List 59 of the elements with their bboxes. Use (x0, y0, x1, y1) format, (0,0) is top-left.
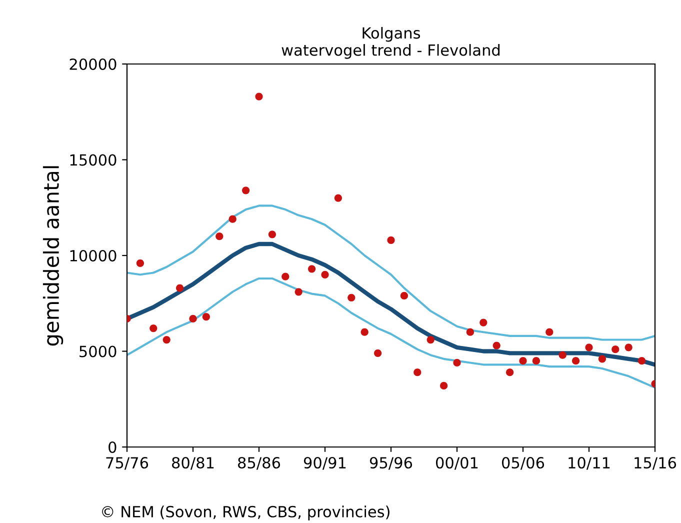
point (426, 336, 434, 344)
point (558, 351, 566, 359)
point (374, 349, 382, 357)
point (638, 357, 646, 365)
line-series (127, 277, 655, 389)
point (268, 230, 276, 238)
x-tick-label: 95/96 (370, 456, 412, 470)
point (492, 342, 500, 350)
point (242, 186, 250, 194)
x-tick-label: 05/06 (502, 456, 544, 470)
point (360, 328, 368, 336)
point (572, 357, 580, 365)
point (321, 270, 329, 278)
point (612, 346, 620, 354)
point (440, 382, 448, 390)
y-tick-label: 5000 (80, 346, 116, 358)
point (150, 324, 158, 332)
point (162, 336, 170, 344)
y-tick-label: 0 (108, 441, 116, 454)
point (334, 194, 342, 202)
point (598, 355, 606, 363)
point (136, 259, 144, 267)
y-tick-label: 10000 (70, 250, 116, 262)
line-series (127, 242, 655, 367)
chart-title: Kolgans watervogel trend - Flevoland (282, 26, 500, 59)
line-series (127, 204, 655, 341)
point (176, 284, 184, 292)
point (400, 292, 408, 300)
text: © NEM (Sovon, RWS, CBS, provincies) (102, 506, 390, 520)
point (308, 265, 316, 273)
x-tick-label: 90/91 (304, 456, 346, 470)
point (282, 272, 290, 280)
point (387, 236, 395, 244)
x-tick-label: 10/11 (568, 456, 610, 470)
point (519, 357, 527, 365)
point (546, 328, 554, 336)
y-tick-label: 20000 (70, 58, 116, 70)
y-axis-title: gemiddeld aantal (42, 166, 64, 346)
point (255, 92, 263, 100)
point (466, 328, 474, 336)
point (294, 288, 302, 296)
point (624, 344, 632, 352)
point (348, 294, 356, 302)
point (228, 215, 236, 223)
point (202, 312, 210, 321)
point (189, 314, 197, 322)
point (216, 232, 224, 240)
x-tick-label: 15/16 (634, 456, 676, 470)
point (532, 357, 540, 365)
y-tick-label: 15000 (70, 154, 116, 166)
point (585, 344, 593, 352)
x-tick-label: 85/86 (238, 456, 280, 470)
point (506, 368, 514, 376)
point (480, 318, 488, 326)
x-tick-label: 00/01 (436, 456, 478, 470)
x-tick-label: 80/81 (172, 456, 214, 470)
point (453, 358, 461, 367)
point (414, 368, 422, 376)
x-tick-label: 75/76 (106, 456, 148, 470)
